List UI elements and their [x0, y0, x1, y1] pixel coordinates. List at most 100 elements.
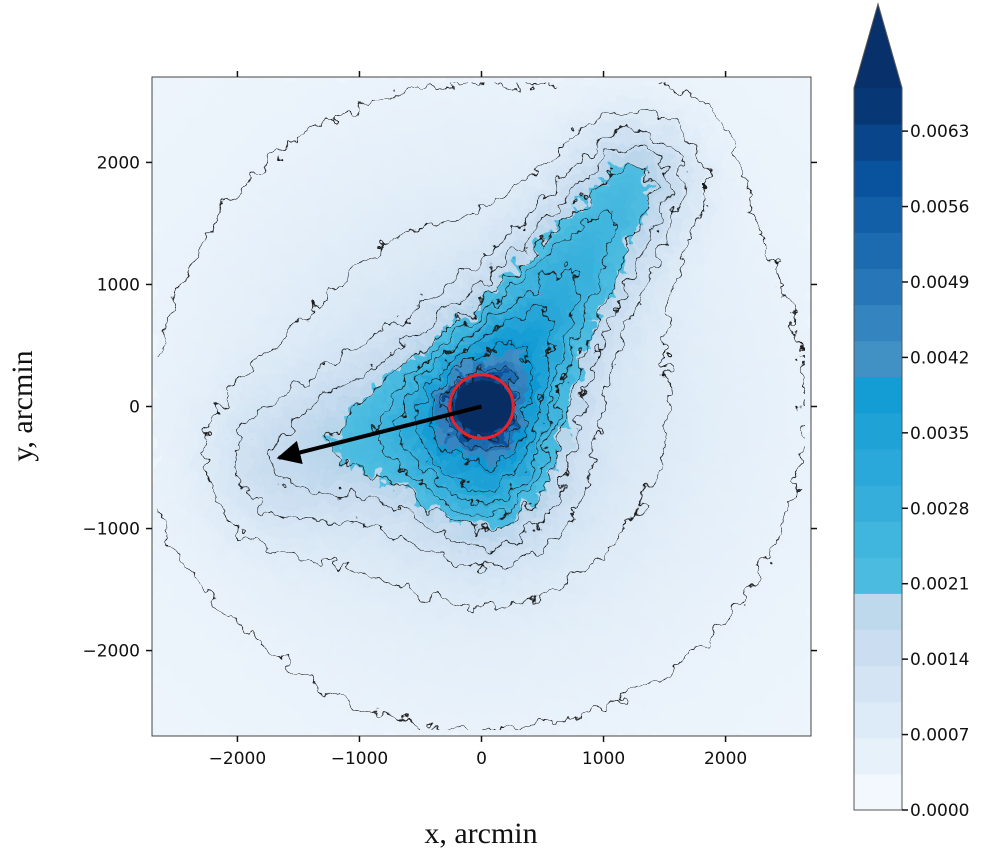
heatmap-cell [382, 648, 395, 660]
heatmap-cell [327, 582, 340, 594]
heatmap-cell [217, 516, 230, 528]
heatmap-cell [679, 296, 691, 309]
heatmap-cell [250, 549, 263, 561]
heatmap-cell [272, 153, 285, 166]
heatmap-cell [503, 428, 516, 441]
heatmap-cell [228, 494, 241, 506]
colorbar-segment [854, 773, 902, 811]
heatmap-cell [657, 417, 669, 430]
heatmap-cell [162, 406, 175, 419]
heatmap-cell [272, 318, 285, 331]
heatmap-cell [261, 87, 274, 100]
heatmap-cell [459, 714, 472, 726]
heatmap-cell [404, 175, 417, 188]
heatmap-cell [393, 637, 406, 649]
heatmap-cell [580, 395, 592, 408]
heatmap-cell [778, 186, 790, 199]
heatmap-cell [195, 98, 208, 111]
heatmap-cell [294, 461, 307, 473]
heatmap-cell [470, 120, 483, 133]
heatmap-cell [492, 219, 505, 232]
heatmap-cell [767, 153, 779, 166]
heatmap-cell [800, 252, 811, 265]
heatmap-cell [481, 560, 494, 572]
heatmap-cell [294, 428, 307, 441]
heatmap-cell [272, 494, 285, 506]
heatmap-cell [206, 175, 219, 188]
heatmap-cell [184, 241, 197, 254]
heatmap-cell [690, 120, 702, 133]
heatmap-cell [371, 153, 384, 166]
heatmap-cell [448, 252, 461, 265]
heatmap-cell [613, 406, 625, 419]
heatmap-cell [481, 582, 494, 594]
heatmap-cell [800, 571, 811, 583]
heatmap-cell [778, 472, 790, 484]
heatmap-cell [558, 725, 570, 736]
heatmap-cell [349, 230, 362, 243]
heatmap-cell [657, 549, 669, 561]
heatmap-cell [470, 505, 483, 517]
heatmap-cell [426, 120, 439, 133]
heatmap-cell [448, 263, 461, 276]
heatmap-cell [624, 428, 636, 441]
heatmap-cell [778, 131, 790, 144]
heatmap-cell [426, 296, 439, 309]
heatmap-cell [558, 77, 570, 89]
heatmap-cell [481, 483, 494, 495]
heatmap-cell [591, 472, 603, 484]
heatmap-cell [591, 131, 603, 144]
heatmap-cell [294, 351, 307, 364]
heatmap-cell [272, 329, 285, 342]
heatmap-cell [602, 109, 614, 122]
heatmap-cell [415, 439, 428, 452]
heatmap-cell [778, 549, 790, 561]
heatmap-cell [239, 373, 252, 386]
heatmap-cell [404, 659, 417, 671]
heatmap-cell [250, 615, 263, 627]
heatmap-cell [646, 285, 658, 298]
heatmap-cell [382, 131, 395, 144]
heatmap-cell [162, 714, 175, 726]
heatmap-cell [712, 648, 724, 660]
heatmap-cell [360, 527, 373, 539]
heatmap-cell [745, 241, 757, 254]
heatmap-cell [404, 219, 417, 232]
heatmap-cell [525, 439, 538, 452]
heatmap-cell [294, 516, 307, 528]
heatmap-cell [239, 142, 252, 155]
heatmap-cell [316, 318, 329, 331]
heatmap-cell [470, 296, 483, 309]
heatmap-cell [426, 461, 439, 473]
heatmap-cell [712, 571, 724, 583]
heatmap-cell [371, 274, 384, 287]
heatmap-cell [690, 505, 702, 517]
heatmap-cell [580, 142, 592, 155]
heatmap-cell [591, 681, 603, 693]
heatmap-cell [679, 483, 691, 495]
heatmap-cell [569, 439, 581, 452]
heatmap-cell [404, 516, 417, 528]
heatmap-cell [382, 142, 395, 155]
heatmap-cell [613, 461, 625, 473]
heatmap-cell [217, 472, 230, 484]
heatmap-cell [448, 164, 461, 177]
heatmap-cell [162, 384, 175, 397]
heatmap-cell [558, 263, 570, 276]
heatmap-cell [261, 318, 274, 331]
heatmap-cell [437, 131, 450, 144]
heatmap-cell [305, 593, 318, 605]
heatmap-cell [756, 252, 768, 265]
heatmap-cell [360, 318, 373, 331]
heatmap-cell [404, 109, 417, 122]
heatmap-cell [547, 219, 559, 232]
heatmap-cell [152, 384, 164, 397]
heatmap-cell [294, 318, 307, 331]
heatmap-cell [800, 274, 811, 287]
heatmap-cell [173, 505, 186, 517]
heatmap-cell [503, 263, 516, 276]
heatmap-cell [514, 725, 527, 736]
heatmap-cell [217, 329, 230, 342]
heatmap-cell [272, 142, 285, 155]
heatmap-cell [591, 395, 603, 408]
